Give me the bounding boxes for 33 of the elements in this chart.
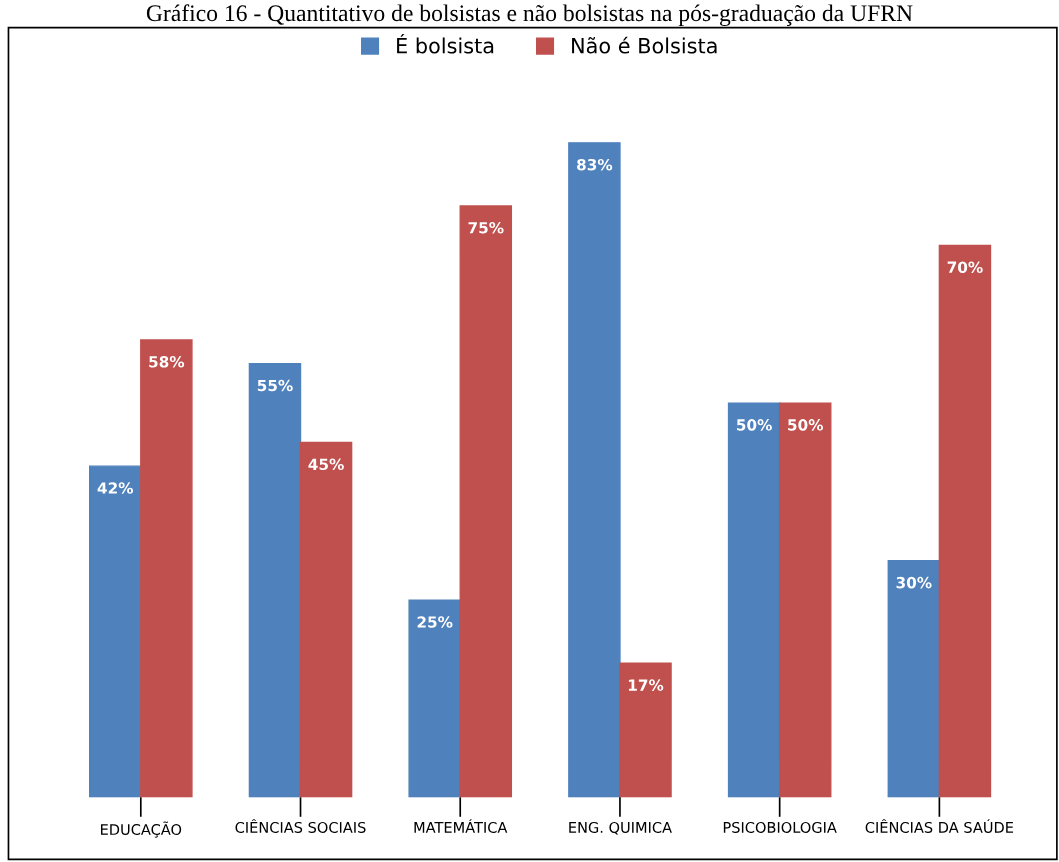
data-label: 58% (149, 356, 185, 368)
bar (140, 339, 193, 798)
data-label: 17% (628, 679, 664, 691)
x-tick-label: PSICOBIOLOGIA (723, 821, 837, 833)
bar (408, 599, 461, 798)
bar (887, 560, 941, 798)
bar (459, 205, 513, 798)
bar (88, 465, 142, 798)
bar (619, 662, 672, 798)
bar (568, 142, 621, 798)
x-tick-label: CIÊNCIAS DA SAÚDE (865, 819, 1014, 833)
data-label: 83% (577, 158, 613, 171)
bar (248, 362, 302, 798)
data-label: 30% (896, 576, 932, 589)
legend-label: Não é Bolsista (572, 36, 717, 54)
bar (938, 244, 992, 798)
bar (299, 441, 353, 798)
data-label: 55% (257, 379, 293, 392)
x-tick-label: ENG. QUIMICA (569, 821, 672, 835)
data-label: 75% (468, 221, 504, 234)
data-label: 50% (788, 419, 824, 431)
bar (727, 402, 781, 798)
x-tick-label: MATEMÁTICA (414, 819, 508, 833)
data-label: 45% (308, 458, 344, 471)
legend-label: É bolsista (397, 34, 494, 54)
x-tick-label: CIÊNCIAS SOCIAIS (235, 819, 366, 833)
chart-title: Gráfico 16 - Quantitativo de bolsistas e não bolsistas na pós-graduação da UFRN (146, 4, 913, 27)
data-label: 42% (97, 482, 134, 494)
data-label: 25% (417, 616, 453, 628)
x-tick-label: EDUCAÇÃO (101, 821, 182, 838)
bar (778, 402, 832, 798)
data-label: 50% (737, 419, 772, 431)
data-label: 70% (947, 261, 983, 273)
